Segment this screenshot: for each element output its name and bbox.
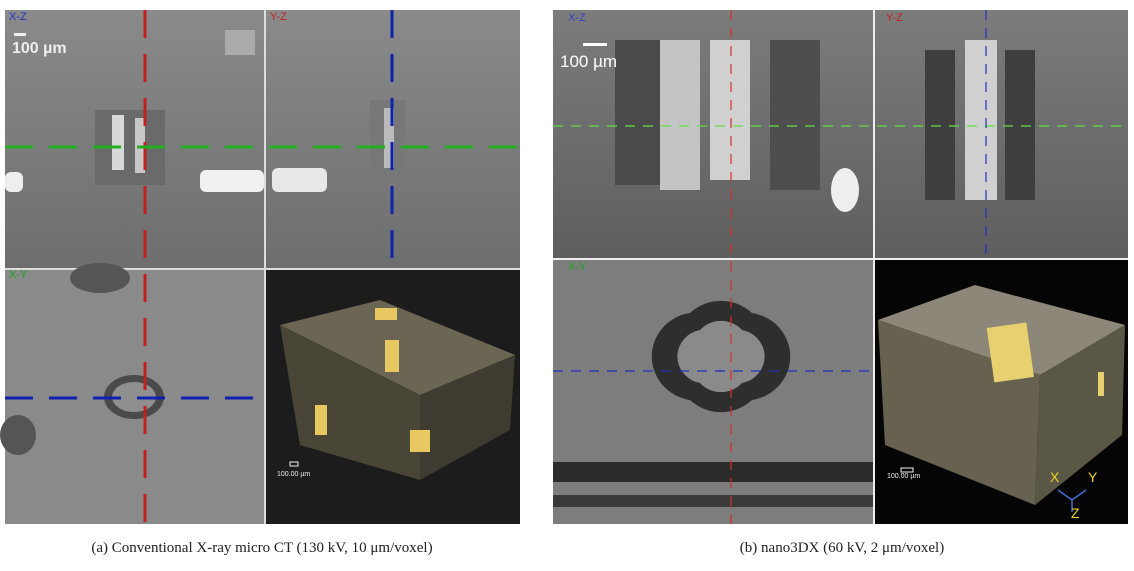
- ct-region: [70, 263, 130, 293]
- view-label: X-Y: [9, 269, 28, 281]
- ct-region: [660, 40, 700, 190]
- ct-region: [925, 50, 955, 200]
- render-scale: 100.00 µm: [887, 473, 920, 480]
- view-label: X-Y: [568, 261, 587, 273]
- ct-region: [225, 30, 255, 55]
- scale-bar: [14, 33, 26, 36]
- ct-region: [831, 168, 859, 212]
- ct-region: [553, 495, 873, 507]
- ct-region: [615, 40, 660, 185]
- divider: [553, 258, 1128, 260]
- ct-region: [112, 115, 124, 170]
- scale-bar-label: 100 µm: [12, 40, 67, 57]
- view-label: X-Z: [568, 12, 586, 24]
- ct-region: [710, 40, 750, 180]
- view-label: Y-Z: [886, 12, 903, 24]
- volume-render: [1098, 372, 1104, 396]
- ct-region: [770, 40, 820, 190]
- volume-render: [410, 430, 430, 452]
- caption: (b) nano3DX (60 kV, 2 μm/voxel): [740, 540, 944, 556]
- axis-label: X: [1050, 469, 1060, 485]
- ct-region: [0, 415, 36, 455]
- figure: X-Z Y-Z X-Y 100 µm 100.00 µm (a) Convent…: [0, 0, 1134, 571]
- volume-render: [375, 308, 397, 320]
- volume-render: [315, 405, 327, 435]
- scale-bar: [583, 43, 607, 46]
- volume-render: [987, 322, 1034, 382]
- volume-render: [385, 340, 399, 372]
- ct-region: [200, 170, 264, 192]
- ct-region: [5, 172, 23, 192]
- caption: (a) Conventional X-ray micro CT (130 kV,…: [91, 540, 432, 556]
- divider: [873, 10, 875, 524]
- axis-label: Z: [1071, 505, 1080, 521]
- render-scale: 100.00 µm: [277, 471, 310, 478]
- ct-region: [1005, 50, 1035, 200]
- ct-view: [875, 10, 1128, 258]
- scale-bar-label: 100 µm: [560, 52, 617, 71]
- ct-region: [965, 40, 997, 200]
- view-label: Y-Z: [270, 11, 287, 23]
- ct-region: [553, 462, 873, 482]
- divider: [264, 10, 266, 524]
- view-label: X-Z: [9, 11, 27, 23]
- ct-region: [272, 168, 327, 192]
- axis-label: Y: [1088, 469, 1098, 485]
